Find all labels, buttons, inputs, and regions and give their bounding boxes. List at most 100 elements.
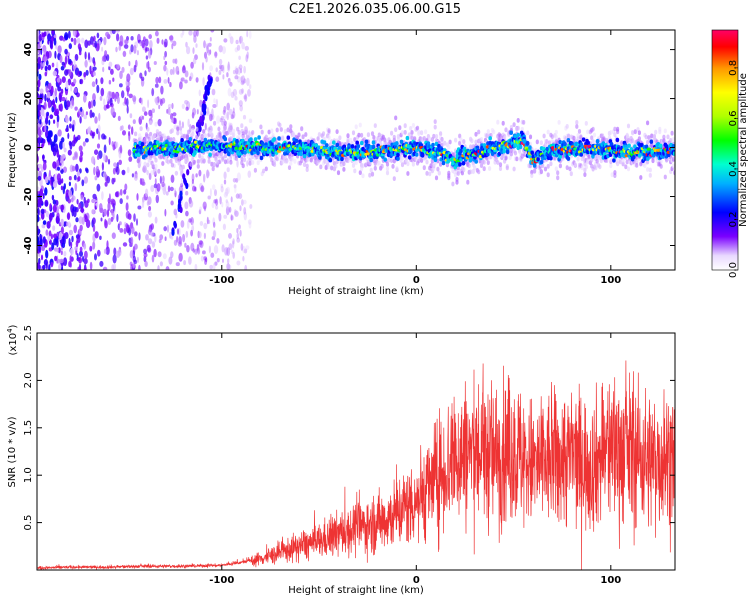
heatmap-noise-cell [37, 30, 40, 37]
heatmap-noise-cell [37, 79, 41, 88]
heatmap-halo-cell [143, 161, 147, 167]
heatmap-noise-cell [124, 97, 127, 105]
heatmap-halo-cell [486, 129, 490, 134]
heatmap-halo-cell [281, 135, 285, 141]
heatmap-halo-cell [268, 136, 272, 142]
heatmap-ridge-cell [270, 141, 274, 147]
heatmap-noise-cell [188, 218, 192, 223]
heatmap-noise-cell [243, 95, 247, 100]
heatmap-noise-cell [100, 87, 105, 97]
heatmap-noise-cell [69, 247, 75, 256]
heatmap-halo-cell [477, 129, 481, 135]
heatmap-ridge-cell [395, 141, 399, 146]
heatmap-noise-cell [126, 73, 131, 83]
heatmap-halo-cell [508, 155, 512, 161]
heatmap-ridge-cell [474, 159, 479, 164]
heatmap-halo-cell [512, 122, 516, 127]
heatmap-noise-cell [246, 77, 250, 87]
heatmap-noise-cell [202, 201, 207, 210]
heatmap-halo-cell [139, 136, 143, 141]
heatmap-halo-cell [479, 163, 484, 169]
heatmap-noise-cell [122, 242, 128, 247]
heatmap-noise-cell [232, 178, 237, 183]
heatmap-noise-cell [169, 186, 174, 192]
heatmap-noise-cell [226, 102, 230, 111]
heatmap-ridge-cell [364, 139, 369, 144]
heatmap-noise-cell [146, 61, 150, 69]
heatmap-noise-cell [84, 59, 88, 68]
heatmap-ridge-cell [340, 156, 344, 162]
heatmap-halo-cell [501, 120, 505, 126]
heatmap-halo-cell [473, 165, 477, 171]
heatmap-halo-cell [456, 171, 460, 176]
heatmap-noise-cell [52, 161, 57, 169]
heatmap-noise-cell [52, 181, 58, 188]
heatmap-noise-cell [66, 221, 69, 227]
heatmap-noise-cell [246, 160, 249, 167]
heatmap-ridge-cell [609, 142, 614, 147]
heatmap-noise-cell [186, 220, 190, 229]
heatmap-halo-cell [474, 131, 478, 137]
heatmap-noise-cell [174, 58, 178, 65]
heatmap-noise-cell [213, 98, 216, 104]
heatmap-streak-cell [204, 90, 208, 97]
heatmap-halo-cell [293, 159, 297, 164]
heatmap-halo-cell [196, 159, 200, 164]
heatmap-halo-cell [154, 121, 158, 127]
heatmap-noise-cell [234, 186, 237, 194]
heatmap-halo-cell [353, 137, 357, 142]
heatmap-noise-cell [108, 137, 111, 146]
heatmap-noise-cell [238, 55, 241, 60]
heatmap-noise-cell [147, 99, 150, 108]
heatmap-streak-cell [204, 94, 208, 102]
heatmap-noise-cell [127, 81, 131, 86]
heatmap-noise-cell [224, 247, 229, 256]
heatmap-halo-cell [625, 159, 629, 165]
heatmap-noise-cell [55, 215, 60, 224]
heatmap-noise-cell [78, 202, 82, 209]
heatmap-halo-cell [512, 166, 516, 172]
heatmap-noise-cell [235, 68, 239, 76]
heatmap-noise-cell [103, 171, 107, 178]
heatmap-noise-cell [81, 216, 85, 225]
heatmap-halo-cell [264, 166, 268, 172]
heatmap-ridge-cell [371, 144, 376, 150]
heatmap-noise-cell [41, 108, 45, 117]
heatmap-noise-cell [210, 30, 215, 33]
heatmap-halo-cell [439, 162, 443, 167]
heatmap-noise-cell [243, 211, 247, 221]
heatmap-noise-cell [79, 116, 82, 124]
heatmap-halo-cell [429, 163, 433, 169]
heatmap-noise-cell [213, 221, 216, 228]
heatmap-noise-cell [96, 154, 100, 160]
heatmap-halo-cell [666, 134, 670, 140]
heatmap-ridge-cell [259, 155, 264, 161]
heatmap-halo-cell [196, 164, 200, 169]
heatmap-halo-cell [226, 167, 230, 173]
heatmap-noise-cell [134, 243, 138, 250]
heatmap-noise-cell [168, 35, 174, 41]
heatmap-ridge-cell [350, 144, 355, 149]
heatmap-halo-cell [398, 125, 402, 131]
heatmap-noise-cell [65, 189, 70, 198]
heatmap-noise-cell [100, 217, 103, 222]
heatmap-noise-cell [64, 32, 69, 41]
heatmap-noise-cell [57, 166, 60, 171]
heatmap-ridge-cell [396, 152, 400, 158]
heatmap-noise-cell [200, 185, 205, 193]
heatmap-noise-cell [70, 241, 73, 248]
heatmap-noise-cell [68, 58, 72, 65]
heatmap-halo-cell [568, 166, 572, 172]
heatmap-noise-cell [246, 30, 249, 38]
heatmap-noise-cell [105, 104, 110, 109]
heatmap-ridge-cell [335, 142, 340, 148]
heatmap-noise-cell [227, 77, 231, 83]
heatmap-noise-cell [194, 263, 198, 270]
heatmap-noise-cell [47, 64, 52, 71]
heatmap-ridge-cell [235, 138, 239, 144]
heatmap-ridge-cell [414, 152, 419, 157]
heatmap-halo-cell [262, 168, 266, 174]
heatmap-noise-cell [171, 102, 174, 110]
heatmap-noise-cell [226, 111, 230, 121]
heatmap-noise-cell [71, 97, 74, 106]
